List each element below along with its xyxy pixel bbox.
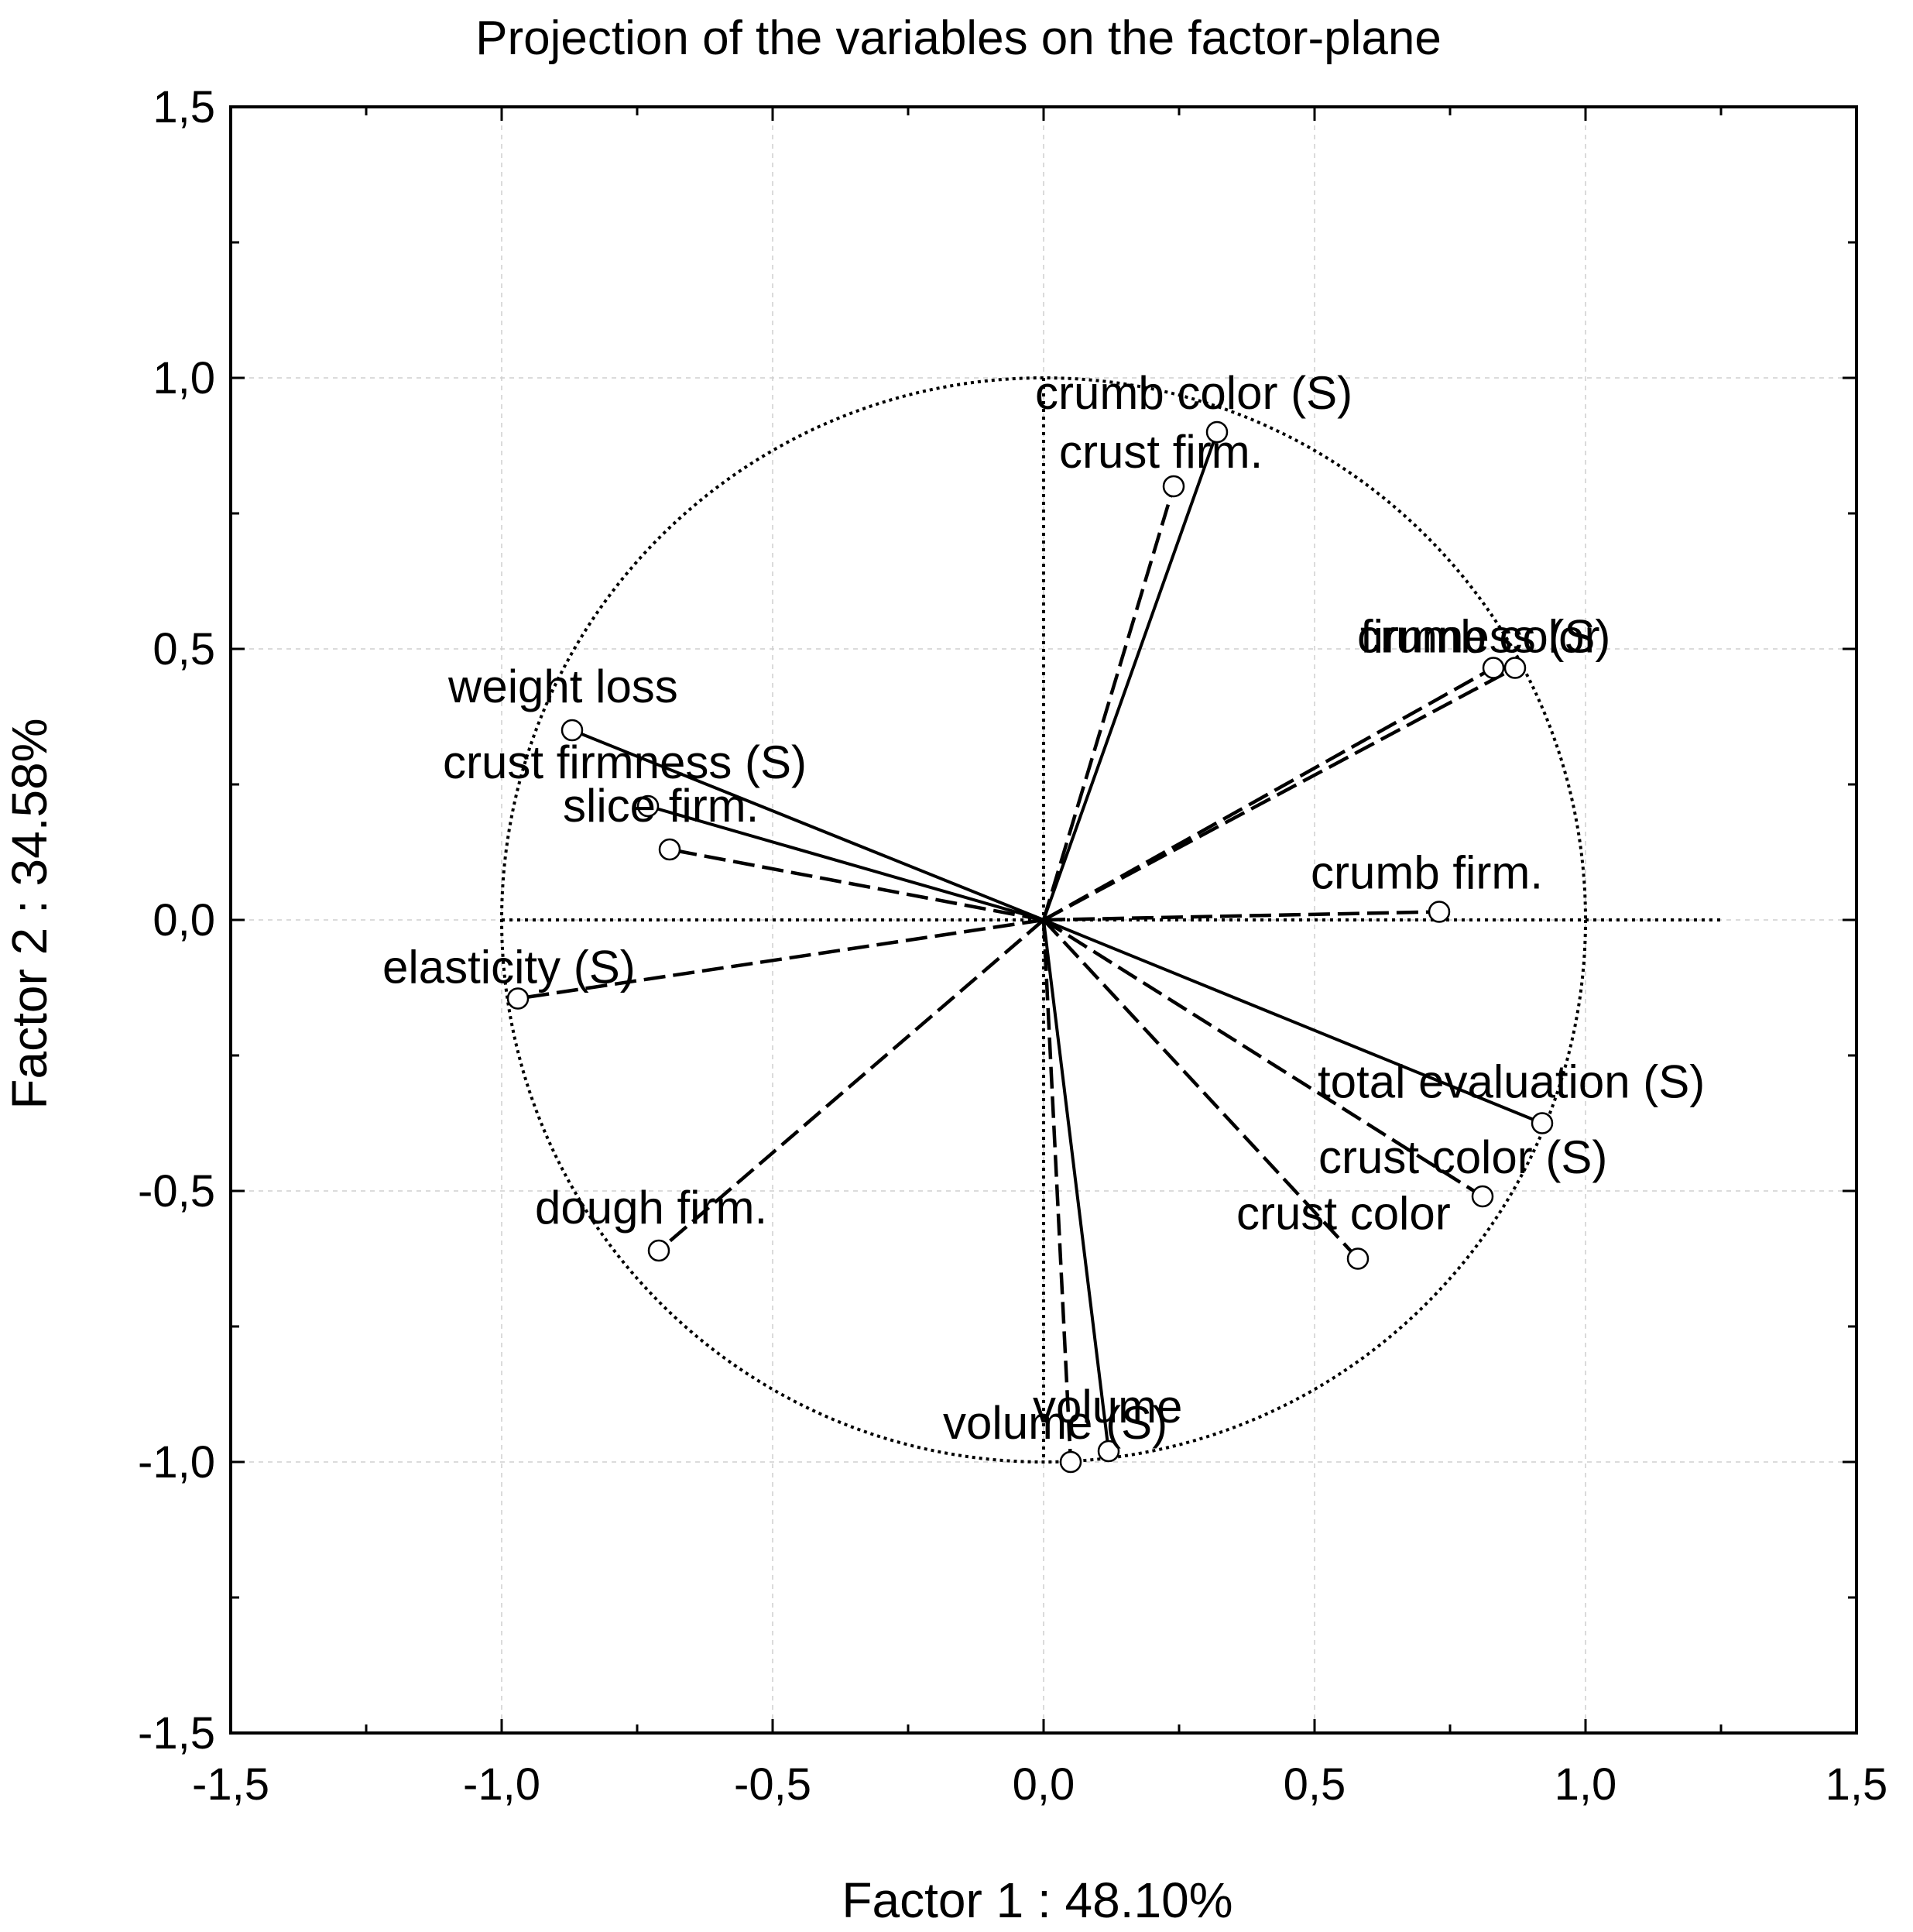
point-label: crumb color (S) xyxy=(1035,367,1352,419)
x-tick-label: -0,5 xyxy=(734,1759,811,1810)
point-label: total evaluation (S) xyxy=(1318,1056,1705,1108)
vector-line xyxy=(669,847,1044,922)
x-tick-label: 0,5 xyxy=(1284,1759,1346,1810)
point-label: weight loss xyxy=(447,661,678,712)
x-tick-label: -1,0 xyxy=(463,1759,540,1810)
y-tick-label: 1,0 xyxy=(153,353,215,403)
x-tick-label: 1,0 xyxy=(1555,1759,1617,1810)
point-labels: crumb color (S)crust firm.firmness (S)cr… xyxy=(382,367,1705,1449)
x-tick-labels: -1,5 -1,0 -0,5 0,0 0,5 1,0 1,5 xyxy=(192,1759,1887,1810)
x-tick-label: 1,5 xyxy=(1826,1759,1888,1810)
y-tick-label: 0,5 xyxy=(153,624,215,674)
y-tick-label: 0,0 xyxy=(153,895,215,945)
point-label: volume (S) xyxy=(943,1397,1167,1449)
point-marker xyxy=(1205,420,1229,444)
point-marker xyxy=(1346,1247,1370,1270)
x-tick-label: 0,0 xyxy=(1013,1759,1075,1810)
point-label: dough firm. xyxy=(535,1182,767,1234)
vector-line xyxy=(517,918,1044,1000)
point-marker xyxy=(1531,1112,1554,1134)
point-label: crumb color xyxy=(1357,611,1599,663)
point-marker xyxy=(1428,901,1451,923)
point-marker xyxy=(658,838,681,861)
point-label: crust color xyxy=(1236,1188,1451,1240)
vector-line xyxy=(1042,666,1495,921)
y-tick-labels: 1,5 1,0 0,5 0,0 -0,5 -1,0 -1,5 xyxy=(138,82,215,1759)
vector-line xyxy=(1041,919,1073,1463)
x-axis-label: Factor 1 : 48.10% xyxy=(842,1872,1232,1928)
point-label: crumb firm. xyxy=(1311,847,1543,899)
vector-line xyxy=(1041,486,1176,921)
point-marker xyxy=(1162,475,1185,498)
vector-line xyxy=(647,805,1044,921)
point-marker xyxy=(561,719,584,742)
vector-line xyxy=(571,729,1044,921)
y-tick-label: -1,5 xyxy=(138,1708,215,1759)
point-label: firmness (S) xyxy=(1360,611,1610,663)
point-marker xyxy=(636,794,660,818)
variable-vectors xyxy=(506,420,1554,1474)
point-label: elasticity (S) xyxy=(382,942,636,993)
point-label: volume xyxy=(1033,1381,1182,1433)
vector-line xyxy=(1042,431,1219,921)
point-marker xyxy=(1097,1440,1120,1463)
point-label: crust firm. xyxy=(1059,426,1263,478)
point-marker xyxy=(1482,657,1505,679)
y-tick-label: 1,5 xyxy=(153,82,215,132)
unit-circle-outline xyxy=(500,376,1587,1464)
y-axis-label: Factor 2 : 34.58% xyxy=(2,718,57,1109)
point-marker xyxy=(1503,657,1527,679)
point-marker xyxy=(1471,1185,1494,1208)
point-marker xyxy=(1059,1450,1082,1474)
point-label: crust firmness (S) xyxy=(443,736,807,788)
y-tick-label: -0,5 xyxy=(138,1166,215,1217)
point-marker xyxy=(647,1239,670,1262)
chart-title: Projection of the variables on the facto… xyxy=(475,12,1442,65)
vector-line xyxy=(1042,918,1359,1261)
point-label: slice firm. xyxy=(563,780,759,832)
unit-circle xyxy=(500,376,1587,1464)
x-tick-label: -1,5 xyxy=(192,1759,269,1810)
vector-line xyxy=(1042,919,1110,1452)
y-tick-label: -1,0 xyxy=(138,1437,215,1488)
vector-line xyxy=(657,918,1045,1252)
vector-line xyxy=(1042,918,1484,1198)
axis-ticks xyxy=(229,105,1858,1735)
point-label: crust color (S) xyxy=(1318,1131,1607,1183)
vector-line xyxy=(1043,918,1543,1125)
point-marker xyxy=(506,987,530,1010)
vector-line xyxy=(1042,666,1517,921)
vector-line xyxy=(1043,910,1440,922)
